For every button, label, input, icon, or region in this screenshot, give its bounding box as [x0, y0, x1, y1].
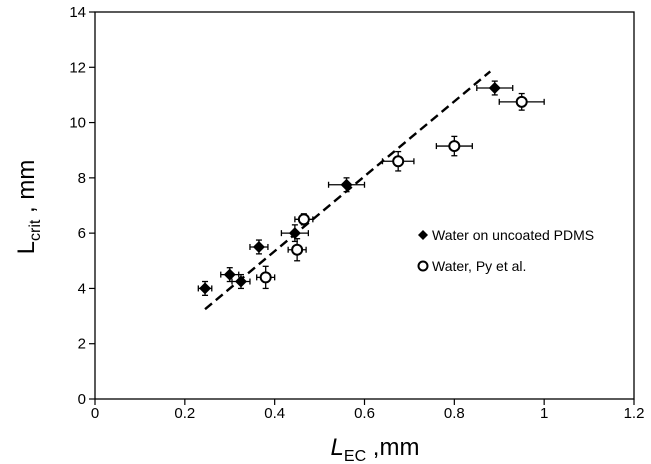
x-axis-title-main: L	[331, 434, 344, 461]
diamond-marker	[288, 227, 301, 240]
legend-label-series-2: Water, Py et al.	[432, 258, 526, 274]
circle-marker	[259, 271, 272, 284]
data-point-series-1	[327, 177, 366, 193]
diamond-marker	[340, 178, 353, 191]
x-axis-title: LEC ,mm	[331, 434, 420, 464]
y-tick-label: 2	[78, 336, 86, 353]
x-axis-title-suffix: ,mm	[366, 434, 419, 461]
circle-marker	[448, 140, 461, 153]
data-point-series-2	[256, 265, 276, 290]
y-axis-title-suffix: , mm	[13, 160, 40, 220]
diamond-marker	[234, 275, 247, 288]
x-tick-label: 0	[91, 405, 99, 422]
data-point-series-2	[498, 92, 545, 111]
data-point-series-1	[220, 267, 240, 283]
y-axis-ticks: 0 2 4 6 8 10 12 14	[69, 4, 95, 408]
legend-marker-diamond	[418, 230, 428, 240]
data-point-series-2	[287, 238, 307, 262]
x-tick-label: 0.2	[174, 405, 195, 422]
circle-marker	[392, 155, 405, 168]
x-tick-label: 0.8	[444, 405, 465, 422]
y-axis-title-sub: crit	[27, 219, 44, 241]
x-axis-ticks: 0 0.2 0.4 0.6 0.8 1 1.2	[91, 399, 645, 422]
legend-label-series-1: Water on uncoated PDMS	[432, 227, 594, 243]
data-point-series-1	[231, 273, 251, 290]
y-tick-label: 4	[78, 280, 86, 297]
data-point-series-2	[294, 213, 314, 226]
diamond-marker	[223, 268, 236, 281]
diamond-marker	[488, 82, 501, 95]
y-tick-label: 0	[78, 391, 86, 408]
data-point-series-1	[476, 80, 514, 96]
legend-marker-circle	[417, 260, 429, 272]
data-point-series-1	[197, 280, 213, 296]
y-tick-label: 14	[69, 4, 86, 21]
data-point-series-1	[249, 239, 269, 255]
circle-marker	[515, 95, 528, 108]
y-tick-label: 12	[69, 59, 86, 76]
circle-marker	[291, 243, 304, 256]
plot-frame	[94, 11, 635, 400]
legend: Water on uncoated PDMS Water, Py et al.	[417, 227, 594, 274]
y-tick-label: 8	[78, 170, 86, 187]
x-tick-label: 1	[540, 405, 548, 422]
data-point-series-2	[435, 135, 473, 157]
data-point-series-1	[280, 224, 310, 243]
y-axis-title: Lcrit , mm	[13, 160, 44, 255]
x-tick-label: 0.6	[354, 405, 375, 422]
x-tick-label: 1.2	[624, 405, 645, 422]
x-tick-label: 0.4	[264, 405, 285, 422]
diamond-marker	[252, 240, 265, 253]
y-tick-label: 6	[78, 225, 86, 242]
diamond-marker	[199, 282, 212, 295]
y-axis-title-main: L	[13, 241, 40, 254]
y-tick-label: 10	[69, 115, 86, 132]
circle-marker	[297, 213, 310, 226]
x-axis-title-sub: EC	[344, 448, 366, 464]
data-point-series-2	[381, 150, 415, 172]
data-points-layer	[197, 80, 545, 296]
fit-line	[204, 70, 492, 311]
fit-line-layer	[204, 70, 492, 311]
